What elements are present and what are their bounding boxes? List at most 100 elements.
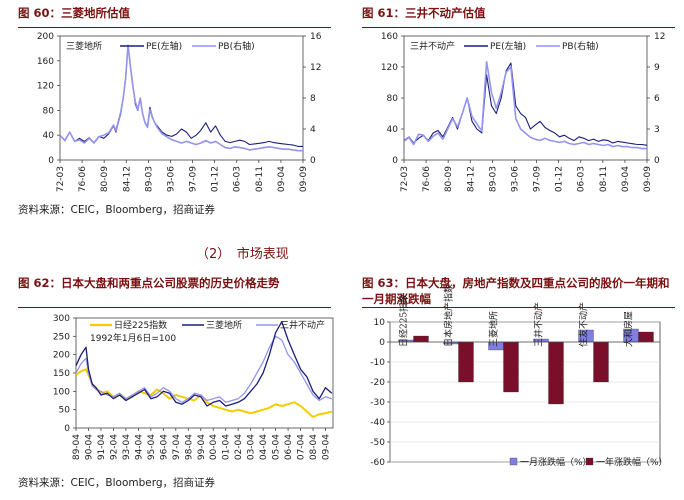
figure-62-source: 资料来源：CEIC，Bloomberg，招商证券 [18,477,216,489]
y-axis-tick-label: 50 [59,406,71,416]
figure-61-title: 图 61：三井不动产估值 [362,6,486,20]
chart-label: 三菱地所 [66,40,102,52]
left-axis-tick-label: 200 [37,32,54,42]
x-axis-tick-label: 76-06 [422,166,432,192]
section-heading: （2） 市场表现 [196,247,289,262]
category-label: 日经225指数 [398,294,410,347]
figure-62-title: 图 62：日本大盘和两重点公司股票的历史价格走势 [18,276,280,290]
x-axis-tick-label: 93-06 [510,166,520,192]
bar-one-year [458,341,474,383]
series-line-mitsubishi [75,321,333,407]
x-axis-tick-label: 03-04 [247,434,257,460]
bar-one-year [638,331,654,343]
mitsui-fudosan-valuation-chart: 0 40 80 120 160 0 3 6 9 12 72-03 76-06 80-09 84-12 89-… [381,32,666,192]
y-axis-tick-label: 100 [53,387,70,397]
figure-60-rule [18,27,331,28]
left-axis-tick-label: 120 [37,82,54,92]
right-axis-tick-label: 16 [310,32,322,42]
x-axis-tick-label: 84-12 [466,166,476,192]
x-axis-tick-label: 09-04 [621,166,631,192]
x-axis-tick-label: 99-04 [197,434,207,460]
series-line-nikkei [75,368,333,418]
category-label: 住友不动产 [578,302,590,347]
x-axis-tick-label: 01-12 [211,166,221,192]
x-axis-tick-label: 06-04 [284,434,294,460]
x-axis-tick-label: 08-11 [599,166,609,192]
x-axis-tick-label: 90-04 [84,434,94,460]
plot-area [75,317,334,429]
legend-label: PE(左轴) [146,40,182,52]
left-axis-tick-label: 120 [381,63,398,73]
price-history-chart: 0 50 100 150 200 250 300 89-04 90-04 91-04 92-04 93… [53,314,334,460]
x-axis-tick-label: 84-12 [122,166,132,192]
figure-60-title: 图 60：三菱地所估值 [18,6,131,20]
x-axis-tick-label: 01-12 [555,166,565,192]
series-line-pe [403,62,648,146]
left-axis-tick-label: 40 [43,131,55,141]
x-axis-tick-label: 80-09 [100,166,110,192]
x-axis-tick-label: 93-06 [166,166,176,192]
series-line-pb [403,61,647,150]
right-axis-tick-label: 3 [654,125,660,135]
right-axis-tick-label: 0 [310,156,316,166]
x-axis-tick-label: 80-09 [444,166,454,192]
y-axis-tick-label: 200 [53,351,70,361]
x-axis-tick-label: 97-09 [533,166,543,192]
y-axis-tick-label: -20 [370,378,385,388]
right-axis-tick-label: 0 [654,156,660,166]
legend-label: 一年涨跌幅（%） [596,456,668,468]
legend-swatch [509,457,518,466]
x-axis-tick-label: 89-04 [72,434,82,460]
x-axis-tick-label: 93-04 [122,434,132,460]
left-axis-tick-label: 40 [387,125,399,135]
x-axis-tick-label: 07-04 [297,434,307,460]
right-axis-tick-label: 12 [310,63,321,73]
left-axis-tick-label: 160 [381,32,398,42]
bar-one-year [593,341,609,383]
right-axis-tick-label: 9 [654,63,660,73]
plot-area [59,35,304,161]
right-axis-tick-label: 8 [310,94,316,104]
bar-one-year [413,335,429,343]
right-axis-tick-label: 6 [654,94,660,104]
figure-62-rule [18,307,331,308]
left-axis-tick-label: 0 [48,156,54,166]
x-axis-tick-label: 76-06 [78,166,88,192]
x-axis-tick-label: 72-03 [400,166,410,192]
x-axis-tick-label: 09-04 [322,434,332,460]
y-axis-tick-label: 0 [379,338,385,348]
x-axis-tick-label: 08-11 [255,166,265,192]
right-axis-tick-label: 4 [310,125,316,135]
x-axis-tick-label: 05-04 [272,434,282,460]
bar-one-year [503,341,519,393]
figure-63-rule [362,307,675,308]
legend-label: 三菱地所 [206,319,242,331]
legend-label: 一月涨跌幅（%） [520,456,592,468]
legend-label: 日经225指数 [114,319,167,331]
figure-60-source: 资料来源：CEIC，Bloomberg，招商证券 [18,204,216,216]
x-axis-tick-label: 00-04 [209,434,219,460]
x-axis-tick-label: 08-04 [309,434,319,460]
category-label: 三井不动产 [533,302,545,347]
series-line-pb [59,44,303,152]
y-axis-tick-label: -50 [370,438,385,448]
legend-swatch [585,457,594,466]
x-axis-tick-label: 97-04 [172,434,182,460]
mitsubishi-estate-valuation-chart: 0 40 80 120 160 200 0 4 8 12 16 72-03 76-06 80-09 84-1… [37,32,322,192]
x-axis-tick-label: 72-03 [56,166,66,192]
x-axis-tick-label: 96-04 [159,434,169,460]
x-axis-tick-label: 04-04 [259,434,269,460]
y-axis-tick-label: 0 [64,424,70,434]
x-axis-tick-label: 09-09 [299,166,309,192]
x-axis-tick-label: 97-09 [189,166,199,192]
category-label: 日本房地产指数 [443,284,455,347]
plot-area [389,321,661,463]
y-axis-tick-label: 150 [53,369,70,379]
x-axis-tick-label: 89-03 [144,166,154,192]
y-axis-tick-label: 10 [374,318,386,328]
left-axis-tick-label: 0 [392,156,398,166]
y-axis-tick-label: -30 [370,398,385,408]
x-axis-tick-label: 09-09 [643,166,653,192]
base-date-annotation: 1992年1月6日=100 [90,332,176,344]
left-axis-tick-label: 80 [387,94,399,104]
